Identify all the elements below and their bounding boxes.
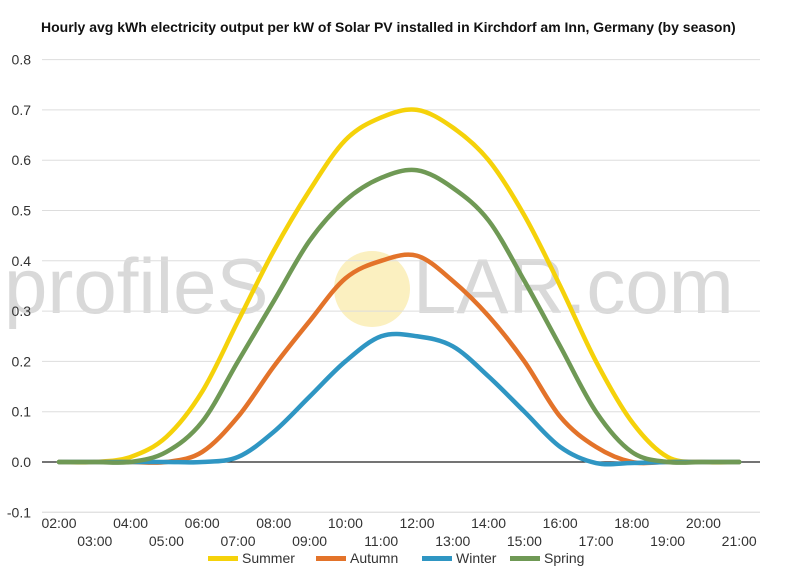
series-lines <box>56 107 742 467</box>
x-tick-label: 16:00 <box>543 515 578 531</box>
x-tick-label: 09:00 <box>292 533 327 549</box>
y-tick-label: -0.1 <box>7 504 31 520</box>
legend-label-autumn: Autumn <box>350 550 398 566</box>
axes: -0.1 0.0 0.1 0.2 0.3 0.4 0.5 0.6 0.7 0.8 02:0003:0… <box>7 52 757 549</box>
x-tick-label: 21:00 <box>722 533 757 549</box>
y-tick-label: 0.3 <box>12 303 32 319</box>
chart-title: Hourly avg kWh electricity output per kW… <box>41 19 736 35</box>
y-tick-label: 0.2 <box>12 353 32 369</box>
x-tick-label: 03:00 <box>77 533 112 549</box>
x-tick-label: 10:00 <box>328 515 363 531</box>
x-tick-label: 02:00 <box>41 515 76 531</box>
series-line-spring <box>56 167 742 465</box>
x-tick-label: 14:00 <box>471 515 506 531</box>
x-tick-label: 18:00 <box>614 515 649 531</box>
x-tick-label: 13:00 <box>435 533 470 549</box>
x-tick-label: 06:00 <box>185 515 220 531</box>
x-tick-label: 15:00 <box>507 533 542 549</box>
legend-swatch-spring <box>510 556 540 561</box>
grid <box>42 59 760 513</box>
legend-swatch-winter <box>422 556 452 561</box>
x-tick-label: 07:00 <box>220 533 255 549</box>
watermark-sun <box>334 251 410 327</box>
x-tick-label: 05:00 <box>149 533 184 549</box>
series-line-winter <box>56 331 742 467</box>
watermark: profileS LAR.com <box>4 242 734 330</box>
x-tick-label: 17:00 <box>578 533 613 549</box>
y-tick-label: 0.6 <box>12 152 32 168</box>
x-tick-label: 12:00 <box>399 515 434 531</box>
y-tick-label: 0.8 <box>12 52 32 68</box>
series-line-summer <box>56 107 742 465</box>
legend-label-winter: Winter <box>456 550 497 566</box>
y-tick-label: 0.5 <box>12 203 32 219</box>
watermark-text-prefix: profileS <box>4 242 268 330</box>
x-tick-label: 11:00 <box>364 533 398 549</box>
x-tick-label: 08:00 <box>256 515 291 531</box>
legend-swatch-autumn <box>316 556 346 561</box>
y-tick-label: 0.0 <box>12 454 32 470</box>
legend-label-summer: Summer <box>242 550 295 566</box>
x-tick-label: 20:00 <box>686 515 721 531</box>
legend-label-spring: Spring <box>544 550 584 566</box>
legend: Summer Autumn Winter Spring <box>208 550 584 566</box>
y-tick-label: 0.4 <box>12 253 32 269</box>
x-tick-label: 04:00 <box>113 515 148 531</box>
y-tick-label: 0.1 <box>12 404 32 420</box>
legend-swatch-summer <box>208 556 238 561</box>
y-tick-label: 0.7 <box>12 102 32 118</box>
x-tick-label: 19:00 <box>650 533 685 549</box>
